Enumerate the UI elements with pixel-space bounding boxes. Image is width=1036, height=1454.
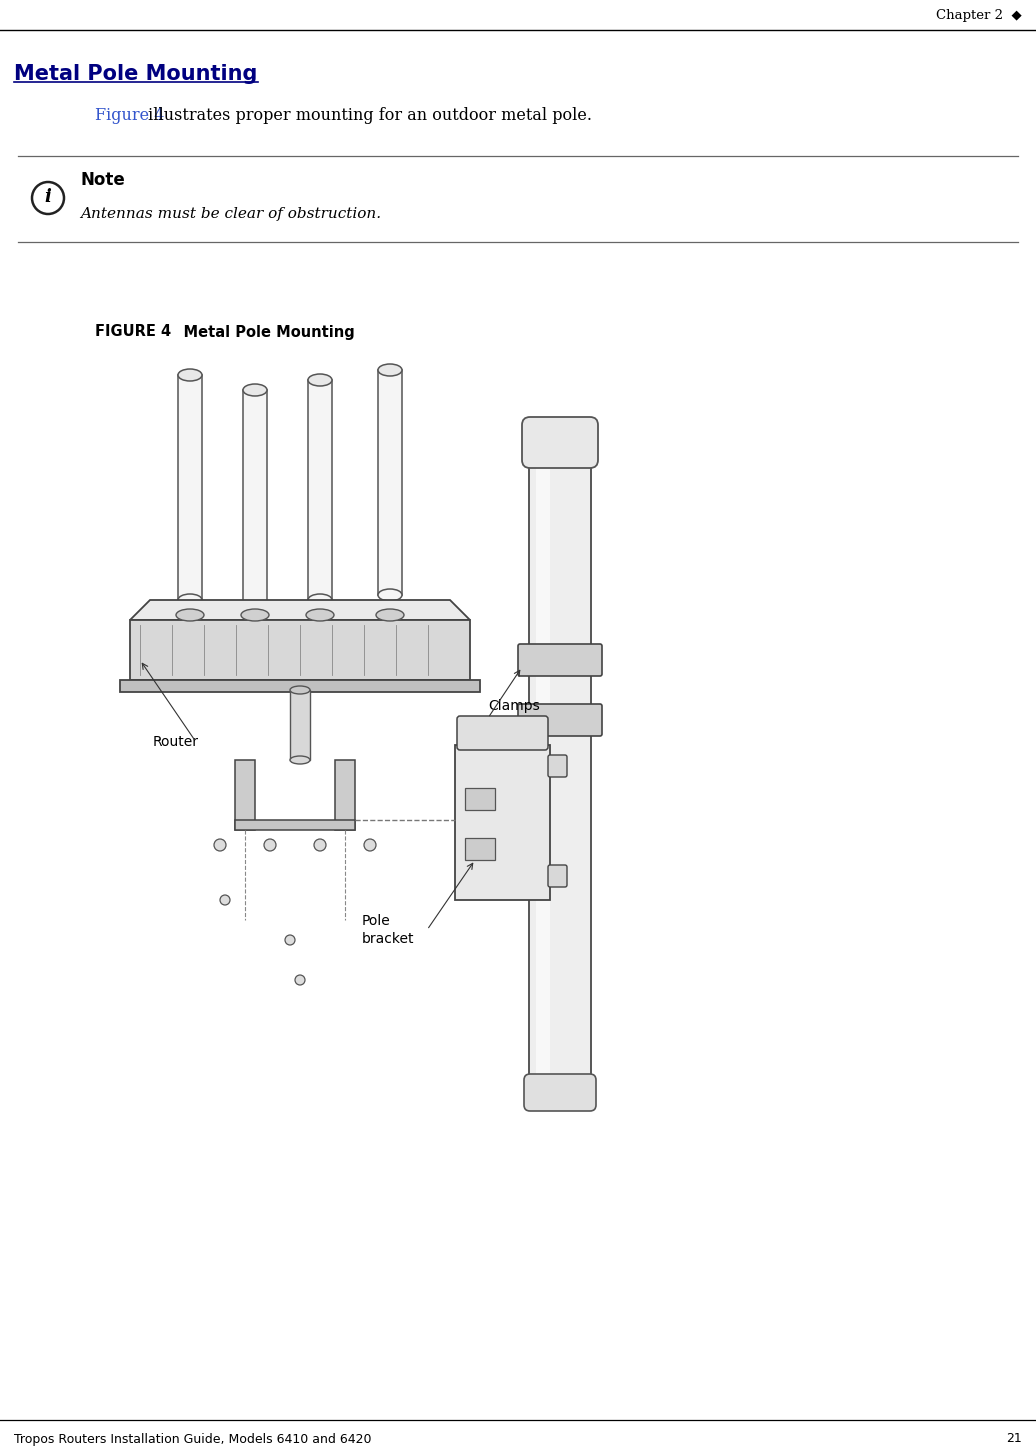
- FancyBboxPatch shape: [518, 704, 602, 736]
- Polygon shape: [378, 369, 402, 595]
- Ellipse shape: [243, 384, 267, 395]
- Text: FIGURE 4: FIGURE 4: [95, 324, 171, 339]
- Text: illustrates proper mounting for an outdoor metal pole.: illustrates proper mounting for an outdo…: [143, 108, 592, 125]
- FancyBboxPatch shape: [457, 715, 548, 750]
- Polygon shape: [308, 379, 332, 601]
- Circle shape: [295, 976, 305, 984]
- Text: Note: Note: [80, 172, 124, 189]
- Ellipse shape: [178, 369, 202, 381]
- Text: Chapter 2  ◆: Chapter 2 ◆: [937, 9, 1021, 22]
- Text: Metal Pole Mounting: Metal Pole Mounting: [163, 324, 354, 339]
- Ellipse shape: [178, 595, 202, 606]
- Text: Tropos Routers Installation Guide, Models 6410 and 6420: Tropos Routers Installation Guide, Model…: [15, 1432, 372, 1445]
- Circle shape: [264, 839, 276, 851]
- Ellipse shape: [241, 609, 269, 621]
- FancyBboxPatch shape: [522, 417, 598, 468]
- FancyBboxPatch shape: [524, 1075, 596, 1111]
- Ellipse shape: [176, 609, 204, 621]
- Text: Metal Pole Mounting: Metal Pole Mounting: [15, 64, 257, 84]
- Text: Clamps: Clamps: [488, 699, 540, 712]
- Circle shape: [220, 896, 230, 904]
- Ellipse shape: [378, 589, 402, 601]
- Ellipse shape: [306, 609, 334, 621]
- Text: Figure 4: Figure 4: [95, 108, 165, 125]
- Polygon shape: [178, 375, 202, 601]
- Polygon shape: [120, 680, 480, 692]
- Polygon shape: [235, 820, 355, 830]
- Ellipse shape: [243, 603, 267, 616]
- Polygon shape: [243, 390, 267, 611]
- Polygon shape: [235, 760, 255, 830]
- Ellipse shape: [290, 686, 310, 694]
- Text: Router: Router: [153, 736, 199, 749]
- FancyBboxPatch shape: [548, 755, 567, 776]
- FancyBboxPatch shape: [548, 865, 567, 887]
- Polygon shape: [335, 760, 355, 830]
- Polygon shape: [130, 601, 470, 619]
- Text: Pole
bracket: Pole bracket: [362, 915, 414, 945]
- Polygon shape: [536, 465, 550, 1090]
- FancyBboxPatch shape: [518, 644, 602, 676]
- Ellipse shape: [378, 364, 402, 377]
- Circle shape: [364, 839, 376, 851]
- Ellipse shape: [308, 595, 332, 606]
- Text: 21: 21: [1006, 1432, 1021, 1445]
- Ellipse shape: [376, 609, 404, 621]
- Ellipse shape: [290, 756, 310, 763]
- FancyBboxPatch shape: [455, 744, 550, 900]
- FancyBboxPatch shape: [465, 788, 495, 810]
- Text: i: i: [45, 188, 52, 206]
- Ellipse shape: [308, 374, 332, 385]
- FancyBboxPatch shape: [529, 452, 591, 1104]
- FancyBboxPatch shape: [465, 838, 495, 859]
- Circle shape: [214, 839, 226, 851]
- Text: Antennas must be clear of obstruction.: Antennas must be clear of obstruction.: [80, 206, 381, 221]
- Polygon shape: [290, 691, 310, 760]
- Circle shape: [285, 935, 295, 945]
- Polygon shape: [130, 619, 470, 680]
- Circle shape: [314, 839, 326, 851]
